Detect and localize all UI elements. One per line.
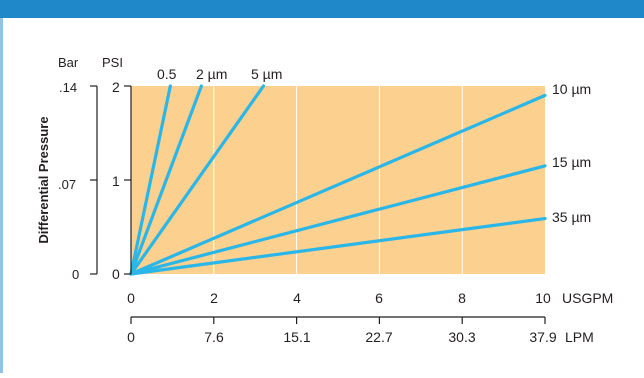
series-labels: 0.5 2 µm 5 µm 10 µm 15 µm 35 µm	[157, 66, 591, 225]
series-line-1	[129, 84, 203, 276]
x-unit-label: USGPM	[562, 290, 613, 306]
y2-unit-label: Bar	[58, 55, 79, 70]
series-label-4: 15 µm	[552, 154, 591, 170]
x2-tick-label-3: 22.7	[365, 329, 392, 345]
x2-tick-label-5: 37.9	[529, 329, 556, 345]
series-label-5: 35 µm	[552, 209, 591, 225]
y-tick-label-1: 1	[112, 173, 120, 189]
y-unit-label: PSI	[102, 55, 123, 70]
x2-unit-label: LPM	[565, 329, 594, 345]
series-label-3: 10 µm	[552, 81, 591, 97]
y2-tick-label-0: 0	[72, 267, 79, 282]
x-tick-label-1: 2	[210, 290, 218, 306]
x-tick-label-4: 8	[458, 290, 466, 306]
y-tick-label-2: 2	[112, 79, 120, 95]
x-tick-label-0: 0	[127, 290, 135, 306]
y2-tick-label-2: .14	[59, 80, 77, 95]
y-axis-title: Differential Pressure	[36, 116, 51, 243]
series-line-2	[129, 84, 266, 276]
tick-labels: 0 1 2 0 .07 .14 0 2 4 6 8 10 0 7.6 15.1 …	[58, 79, 557, 345]
series-line-3	[129, 93, 547, 276]
x-tick-label-5: 10	[535, 290, 551, 306]
series-label-1: 2 µm	[196, 66, 227, 82]
series-line-5	[129, 216, 547, 276]
series-line-0	[129, 84, 172, 276]
header-band	[0, 0, 644, 18]
series-label-2: 5 µm	[251, 66, 282, 82]
series-label-0: 0.5	[157, 66, 177, 82]
series-line-4	[129, 164, 547, 276]
left-border-rule	[0, 18, 3, 373]
x2-tick-label-0: 0	[127, 329, 135, 345]
y-tick-label-0: 0	[112, 266, 120, 282]
tick-marks	[90, 85, 546, 324]
x-tick-label-3: 6	[375, 290, 383, 306]
grid-lines	[213, 86, 463, 274]
x2-tick-label-2: 15.1	[283, 329, 310, 345]
y2-tick-label-1: .07	[58, 177, 76, 192]
x2-tick-label-4: 30.3	[448, 329, 475, 345]
x2-tick-label-1: 7.6	[204, 329, 224, 345]
x-tick-label-2: 4	[293, 290, 301, 306]
series-lines	[129, 84, 547, 276]
